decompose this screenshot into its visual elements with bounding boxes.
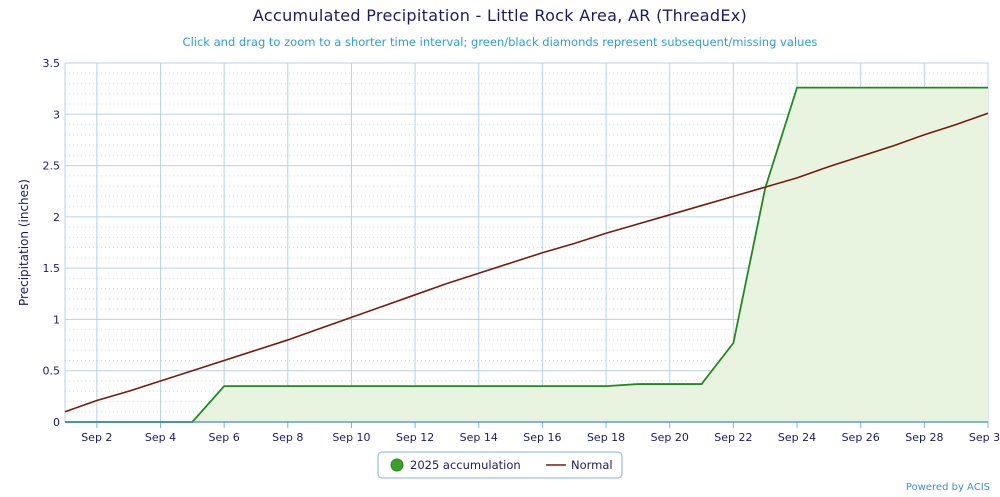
accumulation-point <box>317 383 323 389</box>
normal-point <box>285 337 291 343</box>
accumulation-point <box>890 85 896 91</box>
normal-point <box>890 143 896 149</box>
accumulation-point <box>985 85 991 91</box>
normal-point <box>157 378 163 384</box>
y-tick-label: 2.5 <box>43 160 61 173</box>
normal-point <box>444 281 450 287</box>
accumulation-point <box>444 383 450 389</box>
powered-by-link[interactable]: Powered by ACIS <box>905 482 990 493</box>
normal-point <box>571 241 577 247</box>
x-tick-label: Sep 14 <box>460 431 498 444</box>
accumulation-point <box>221 383 227 389</box>
normal-point <box>94 397 100 403</box>
normal-point <box>667 212 673 218</box>
x-tick-label: Sep 24 <box>778 431 816 444</box>
y-tick-label: 2 <box>53 211 60 224</box>
accumulation-point <box>699 381 705 387</box>
accumulation-point <box>794 85 800 91</box>
accumulation-point <box>953 85 959 91</box>
x-tick-label: Sep 30 <box>969 431 1000 444</box>
normal-point <box>412 292 418 298</box>
accumulation-point <box>348 383 354 389</box>
accumulation-point <box>635 381 641 387</box>
accumulation-line <box>65 86 988 423</box>
x-tick-label: Sep 8 <box>272 431 303 444</box>
normal-point <box>317 326 323 332</box>
y-tick-label: 3 <box>53 108 60 121</box>
normal-point <box>985 110 991 116</box>
accumulation-area <box>65 87 988 423</box>
accumulation-point <box>603 383 609 389</box>
normal-point <box>539 250 545 256</box>
x-tick-label: Sep 18 <box>587 431 625 444</box>
x-tick-label: Sep 6 <box>209 431 240 444</box>
x-tick-label: Sep 26 <box>842 431 880 444</box>
chart-subtitle: Click and drag to zoom to a shorter time… <box>182 35 818 49</box>
legend-box <box>377 451 623 479</box>
accumulation-point <box>571 383 577 389</box>
accumulation-point <box>539 383 545 389</box>
x-tick-label: Sep 12 <box>396 431 434 444</box>
normal-point <box>826 164 832 170</box>
legend[interactable]: 2025 accumulation Normal <box>377 451 623 479</box>
y-axis-label: Precipitation (inches) <box>17 179 31 306</box>
normal-point <box>253 347 259 353</box>
chart-title: Accumulated Precipitation - Little Rock … <box>252 6 748 25</box>
x-tick-label: Sep 16 <box>523 431 561 444</box>
accumulation-point <box>476 383 482 389</box>
accumulation-point <box>858 85 864 91</box>
normal-point <box>921 132 927 138</box>
y-tick-label: 1 <box>53 313 60 326</box>
normal-point <box>476 270 482 276</box>
normal-point <box>348 314 354 320</box>
y-tick-label: 1.5 <box>43 262 61 275</box>
accumulation-point <box>826 85 832 91</box>
y-tick-label: 0 <box>53 416 60 429</box>
legend-normal-label: Normal <box>571 458 613 472</box>
accumulation-point <box>730 340 736 346</box>
x-tick-label: Sep 20 <box>651 431 689 444</box>
x-tick-label: Sep 22 <box>714 431 752 444</box>
normal-point <box>635 221 641 227</box>
accumulation-point <box>412 383 418 389</box>
normal-point <box>730 193 736 199</box>
normal-point <box>762 184 768 190</box>
normal-point <box>858 153 864 159</box>
normal-line <box>64 112 989 413</box>
normal-point <box>603 230 609 236</box>
accumulation-point <box>921 85 927 91</box>
x-tick-label: Sep 28 <box>905 431 943 444</box>
x-tick-label: Sep 10 <box>332 431 370 444</box>
accumulation-point <box>508 383 514 389</box>
accumulation-point <box>253 383 259 389</box>
x-tick-label: Sep 4 <box>145 431 176 444</box>
normal-point <box>62 409 68 415</box>
normal-point <box>953 122 959 128</box>
normal-point <box>221 357 227 363</box>
normal-point <box>126 388 132 394</box>
legend-accumulation-label: 2025 accumulation <box>410 458 521 472</box>
legend-accumulation-marker <box>390 458 404 472</box>
normal-point <box>189 368 195 374</box>
accumulation-point <box>285 383 291 389</box>
normal-point <box>380 303 386 309</box>
normal-point <box>508 260 514 266</box>
normal-point <box>794 175 800 181</box>
normal-point <box>699 203 705 209</box>
y-tick-label: 3.5 <box>43 57 61 70</box>
accumulation-point <box>667 381 673 387</box>
y-tick-label: 0.5 <box>43 365 61 378</box>
x-tick-label: Sep 2 <box>81 431 112 444</box>
accumulation-point <box>380 383 386 389</box>
